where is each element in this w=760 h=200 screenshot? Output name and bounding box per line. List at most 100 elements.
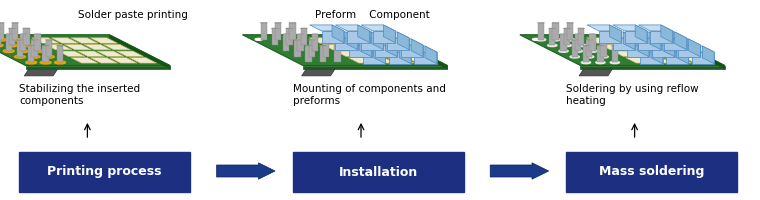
- Polygon shape: [0, 23, 4, 40]
- Polygon shape: [388, 52, 411, 64]
- Polygon shape: [387, 38, 409, 50]
- Ellipse shape: [611, 45, 619, 46]
- Polygon shape: [600, 44, 627, 50]
- Polygon shape: [652, 45, 675, 57]
- Polygon shape: [26, 66, 170, 69]
- Polygon shape: [361, 44, 388, 50]
- Polygon shape: [649, 32, 660, 50]
- Polygon shape: [309, 40, 315, 57]
- Polygon shape: [301, 28, 307, 45]
- Polygon shape: [20, 34, 27, 51]
- Circle shape: [40, 61, 51, 64]
- Polygon shape: [658, 44, 686, 50]
- Polygon shape: [334, 46, 340, 62]
- Ellipse shape: [11, 22, 19, 23]
- Polygon shape: [613, 51, 640, 56]
- Polygon shape: [586, 40, 592, 57]
- Polygon shape: [348, 58, 375, 63]
- Polygon shape: [579, 69, 613, 76]
- Circle shape: [55, 61, 65, 64]
- Polygon shape: [322, 44, 350, 50]
- Polygon shape: [645, 38, 673, 43]
- Polygon shape: [625, 58, 653, 63]
- Polygon shape: [665, 58, 692, 63]
- Polygon shape: [358, 25, 369, 43]
- Polygon shape: [372, 32, 383, 50]
- Polygon shape: [109, 35, 170, 69]
- Ellipse shape: [300, 28, 307, 29]
- Polygon shape: [684, 58, 711, 63]
- Polygon shape: [320, 46, 326, 62]
- Polygon shape: [692, 52, 714, 64]
- Ellipse shape: [42, 45, 49, 46]
- Polygon shape: [572, 40, 578, 57]
- Polygon shape: [612, 46, 618, 62]
- Polygon shape: [90, 58, 118, 63]
- Polygon shape: [261, 23, 267, 40]
- Ellipse shape: [23, 28, 30, 29]
- Polygon shape: [666, 52, 689, 64]
- Polygon shape: [375, 32, 409, 38]
- Circle shape: [14, 55, 25, 58]
- Polygon shape: [678, 45, 701, 57]
- Text: Soldering by using reflow
heating: Soldering by using reflow heating: [566, 84, 699, 106]
- FancyBboxPatch shape: [19, 152, 190, 192]
- Polygon shape: [51, 38, 78, 43]
- Polygon shape: [403, 46, 437, 52]
- Polygon shape: [332, 25, 344, 43]
- Circle shape: [26, 61, 36, 64]
- Polygon shape: [351, 46, 385, 52]
- Polygon shape: [0, 35, 170, 66]
- Polygon shape: [583, 46, 589, 62]
- Polygon shape: [401, 45, 423, 57]
- Polygon shape: [368, 38, 395, 43]
- Ellipse shape: [305, 45, 312, 46]
- Circle shape: [29, 55, 40, 58]
- Polygon shape: [538, 23, 544, 40]
- Polygon shape: [321, 31, 344, 43]
- Polygon shape: [613, 38, 635, 50]
- Ellipse shape: [260, 22, 268, 23]
- FancyArrow shape: [217, 163, 275, 179]
- Polygon shape: [600, 40, 606, 57]
- Polygon shape: [32, 38, 59, 43]
- Ellipse shape: [274, 22, 282, 23]
- Polygon shape: [613, 25, 647, 31]
- Polygon shape: [355, 51, 382, 56]
- Polygon shape: [632, 51, 660, 56]
- Polygon shape: [560, 34, 567, 51]
- Ellipse shape: [578, 28, 584, 29]
- Polygon shape: [638, 44, 666, 50]
- Polygon shape: [348, 38, 375, 43]
- Polygon shape: [651, 46, 663, 64]
- Ellipse shape: [537, 22, 545, 23]
- Polygon shape: [5, 34, 12, 51]
- Polygon shape: [414, 52, 437, 64]
- Polygon shape: [337, 39, 372, 45]
- Polygon shape: [645, 58, 673, 63]
- Polygon shape: [335, 25, 369, 31]
- Polygon shape: [324, 32, 358, 38]
- Circle shape: [548, 44, 557, 47]
- Polygon shape: [388, 39, 423, 45]
- Polygon shape: [12, 23, 18, 40]
- Polygon shape: [346, 32, 358, 50]
- Polygon shape: [297, 34, 304, 51]
- Polygon shape: [581, 66, 725, 69]
- Polygon shape: [290, 23, 296, 40]
- Polygon shape: [84, 44, 111, 50]
- Text: Solder paste printing: Solder paste printing: [78, 10, 188, 20]
- Ellipse shape: [8, 28, 15, 29]
- Polygon shape: [597, 46, 603, 62]
- Polygon shape: [46, 40, 52, 57]
- Polygon shape: [635, 25, 647, 43]
- Polygon shape: [587, 25, 621, 31]
- Polygon shape: [702, 46, 714, 64]
- Polygon shape: [578, 28, 584, 45]
- Polygon shape: [651, 51, 679, 56]
- Polygon shape: [664, 38, 686, 50]
- Ellipse shape: [27, 45, 35, 46]
- Polygon shape: [638, 25, 673, 31]
- Circle shape: [255, 38, 262, 40]
- Polygon shape: [606, 38, 633, 43]
